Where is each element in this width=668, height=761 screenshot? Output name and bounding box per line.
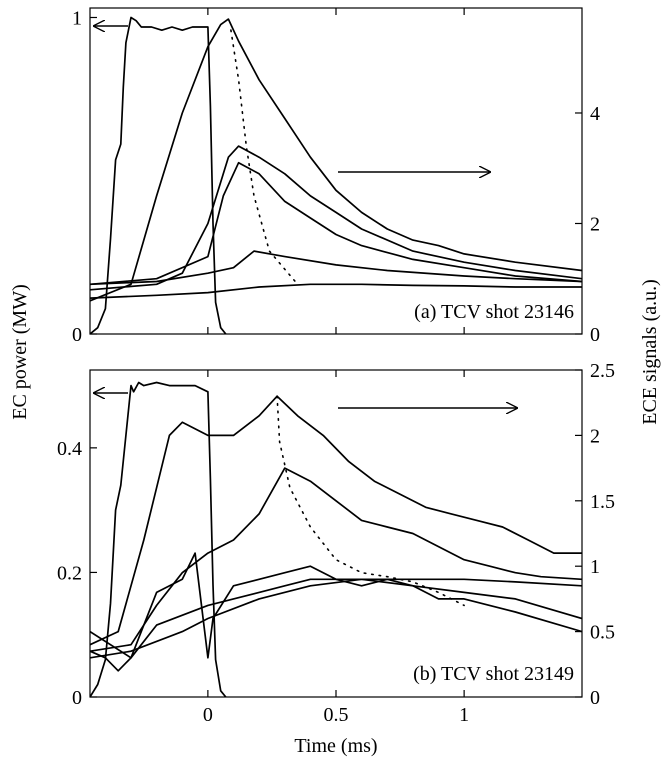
panel-a-right-tick-label-2: 4: [590, 103, 600, 125]
panel-b-series-4: [90, 578, 582, 659]
panel-a-label: (a) TCV shot 23146: [414, 301, 574, 323]
panel-b-series-0: [90, 381, 227, 697]
panel-b-label: (b) TCV shot 23149: [413, 663, 574, 685]
panel-a-left-tick-label-1: 1: [72, 7, 82, 29]
panel-b-frame: [89, 369, 583, 698]
panel-b: 0 0.2 0.4 0 0.5 1 1.5 2 2.5 0 0.5 1 (b) TCV shot 23…: [57, 360, 615, 726]
panel-a-series-1: [90, 18, 582, 302]
panel-a: 0 1 0 2 4 (a) TCV shot 23146: [72, 7, 600, 346]
panel-a-series-5: [90, 283, 582, 299]
panel-b-series-5: [90, 578, 582, 659]
panel-a-lines: [90, 16, 582, 334]
panel-b-series-2: [90, 467, 582, 653]
panel-a-left-tick-label-0: 0: [72, 324, 82, 346]
panel-b-right-tick-label-4: 2: [590, 425, 600, 447]
panel-b-left-tick-label-1: 0.2: [57, 562, 82, 584]
panel-b-x-tick-label-0: 0: [203, 704, 213, 726]
panel-b-right-tick-label-0: 0: [590, 687, 600, 709]
panel-b-series-6-dotted: [276, 395, 465, 607]
x-axis-title: Time (ms): [294, 735, 377, 757]
panel-b-left-tick-label-2: 0.4: [57, 438, 82, 460]
panel-a-series-4: [90, 250, 582, 286]
panel-a-ticks: 0 1 0 2 4: [72, 7, 600, 346]
panel-a-right-tick-label-1: 2: [590, 213, 600, 235]
panel-b-right-tick-label-3: 1.5: [590, 491, 615, 513]
panel-a-series-2: [90, 145, 582, 291]
panel-b-left-tick-label-0: 0: [72, 687, 82, 709]
panel-a-series-6-dotted: [230, 29, 299, 286]
panel-a-series-3: [90, 161, 582, 286]
panel-b-lines: [90, 381, 582, 697]
panel-b-right-tick-label-1: 0.5: [590, 622, 615, 644]
panel-b-right-tick-label-2: 1: [590, 556, 600, 578]
panel-a-series-0: [90, 16, 227, 334]
panel-b-x-tick-label-2: 1: [459, 704, 469, 726]
panel-b-series-1: [90, 395, 582, 646]
panel-b-x-tick-label-1: 0.5: [324, 704, 349, 726]
panel-b-series-3: [90, 552, 582, 672]
panel-a-right-tick-label-0: 0: [590, 324, 600, 346]
y-left-axis-title: EC power (MW): [9, 284, 31, 420]
y-right-axis-title: ECE signals (a.u.): [639, 279, 661, 425]
panel-b-right-tick-label-5: 2.5: [590, 360, 615, 382]
panel-b-ticks: 0 0.2 0.4 0 0.5 1 1.5 2 2.5 0 0.5 1: [57, 360, 615, 726]
